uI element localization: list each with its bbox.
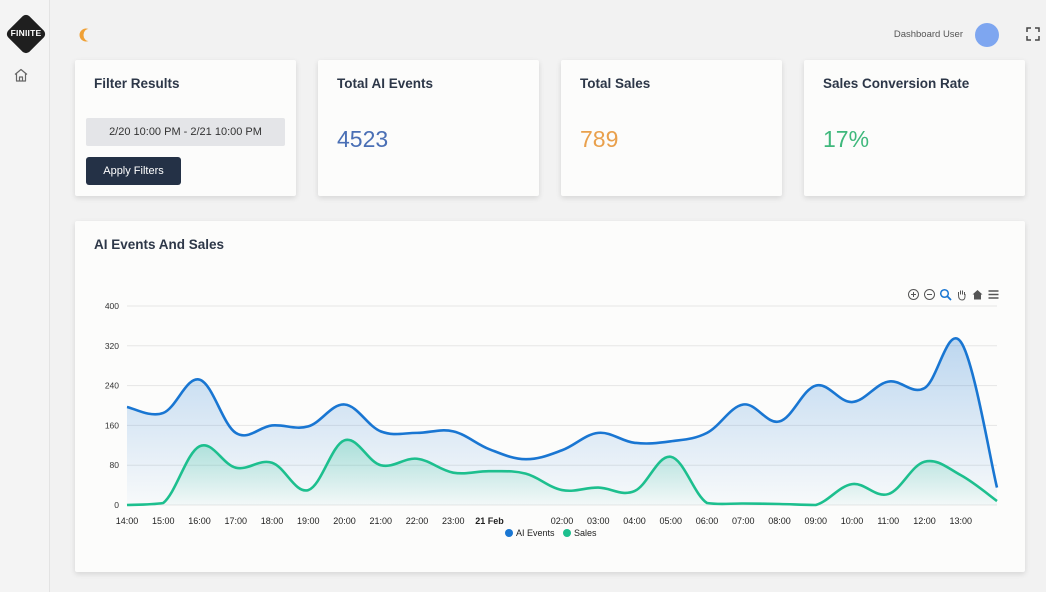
stat-title: Total Sales bbox=[580, 76, 651, 91]
x-tick-label: 14:00 bbox=[116, 516, 139, 526]
chart: 0 80 160 240 320 400 14:00 15:00 16:00 17:00 18:00… bbox=[105, 301, 999, 538]
x-tick-label: 03:00 bbox=[587, 516, 610, 526]
x-tick-label: 21:00 bbox=[369, 516, 392, 526]
legend-label: Sales bbox=[574, 528, 597, 538]
x-tick-label: 10:00 bbox=[841, 516, 864, 526]
stat-title: Sales Conversion Rate bbox=[823, 76, 970, 91]
logo-text: FINIITE bbox=[10, 28, 42, 38]
y-tick-label: 240 bbox=[105, 381, 119, 391]
x-tick-label: 12:00 bbox=[913, 516, 936, 526]
y-tick-label: 160 bbox=[105, 420, 119, 430]
y-tick-label: 400 bbox=[105, 301, 119, 311]
series-area bbox=[127, 439, 997, 505]
x-tick-label: 05:00 bbox=[659, 516, 682, 526]
stat-value: 4523 bbox=[337, 126, 389, 152]
stat-card-sales: Total Sales 789 bbox=[561, 60, 782, 196]
chart-card: 0 80 160 240 320 400 14:00 15:00 16:00 17:00 18:00… bbox=[75, 221, 1025, 572]
reset-home-icon[interactable] bbox=[971, 288, 984, 301]
zoom-out-icon[interactable] bbox=[923, 288, 936, 301]
x-tick-label: 18:00 bbox=[261, 516, 284, 526]
zoom-select-icon[interactable] bbox=[939, 288, 952, 301]
x-tick-label: 19:00 bbox=[297, 516, 320, 526]
sidebar: FINIITE bbox=[0, 0, 50, 592]
date-range-picker[interactable]: 2/20 10:00 PM - 2/21 10:00 PM bbox=[86, 118, 285, 146]
legend-label: AI Events bbox=[516, 528, 555, 538]
x-tick-label: 11:00 bbox=[877, 516, 899, 526]
x-tick-label: 22:00 bbox=[406, 516, 429, 526]
stat-card-conversion-rate: Sales Conversion Rate 17% bbox=[804, 60, 1025, 196]
stat-value: 789 bbox=[580, 126, 619, 152]
stat-value: 17% bbox=[823, 126, 870, 152]
apply-filters-button[interactable]: Apply Filters bbox=[86, 157, 181, 185]
x-tick-label: 06:00 bbox=[696, 516, 719, 526]
x-tick-label: 04:00 bbox=[623, 516, 646, 526]
x-tick-label: 07:00 bbox=[732, 516, 755, 526]
stat-title: Total AI Events bbox=[337, 76, 434, 91]
zoom-in-icon[interactable] bbox=[907, 288, 920, 301]
stat-card-ai-events: Total AI Events 4523 bbox=[318, 60, 539, 196]
user-name: Dashboard User bbox=[893, 29, 963, 40]
pan-hand-icon[interactable] bbox=[955, 288, 968, 301]
avatar[interactable] bbox=[975, 23, 999, 47]
series-line bbox=[126, 337, 999, 488]
chart-toolbar bbox=[907, 288, 1000, 302]
x-tick-label: 20:00 bbox=[333, 516, 356, 526]
home-icon[interactable] bbox=[12, 66, 30, 84]
y-tick-label: 0 bbox=[114, 500, 119, 510]
legend-marker bbox=[505, 529, 513, 537]
theme-toggle-moon-icon[interactable] bbox=[77, 26, 95, 44]
app-logo[interactable]: FINIITE bbox=[4, 12, 48, 56]
x-tick-label: 13:00 bbox=[949, 516, 972, 526]
x-tick-label: 09:00 bbox=[804, 516, 827, 526]
x-tick-label: 02:00 bbox=[551, 516, 574, 526]
fullscreen-icon[interactable] bbox=[1025, 26, 1041, 42]
y-tick-label: 320 bbox=[105, 341, 119, 351]
y-tick-label: 80 bbox=[110, 460, 120, 470]
x-tick-label: 16:00 bbox=[188, 516, 211, 526]
menu-icon[interactable] bbox=[987, 288, 1000, 301]
filter-title: Filter Results bbox=[94, 76, 180, 91]
x-tick-label: 21 Feb bbox=[475, 516, 504, 526]
x-tick-label: 08:00 bbox=[768, 516, 791, 526]
series-line bbox=[126, 438, 998, 507]
x-tick-label: 17:00 bbox=[224, 516, 247, 526]
filter-card: Filter Results 2/20 10:00 PM - 2/21 10:0… bbox=[75, 60, 296, 196]
x-tick-label: 15:00 bbox=[152, 516, 175, 526]
x-tick-label: 23:00 bbox=[442, 516, 465, 526]
chart-title: AI Events And Sales bbox=[94, 237, 225, 252]
legend-marker bbox=[563, 529, 571, 537]
